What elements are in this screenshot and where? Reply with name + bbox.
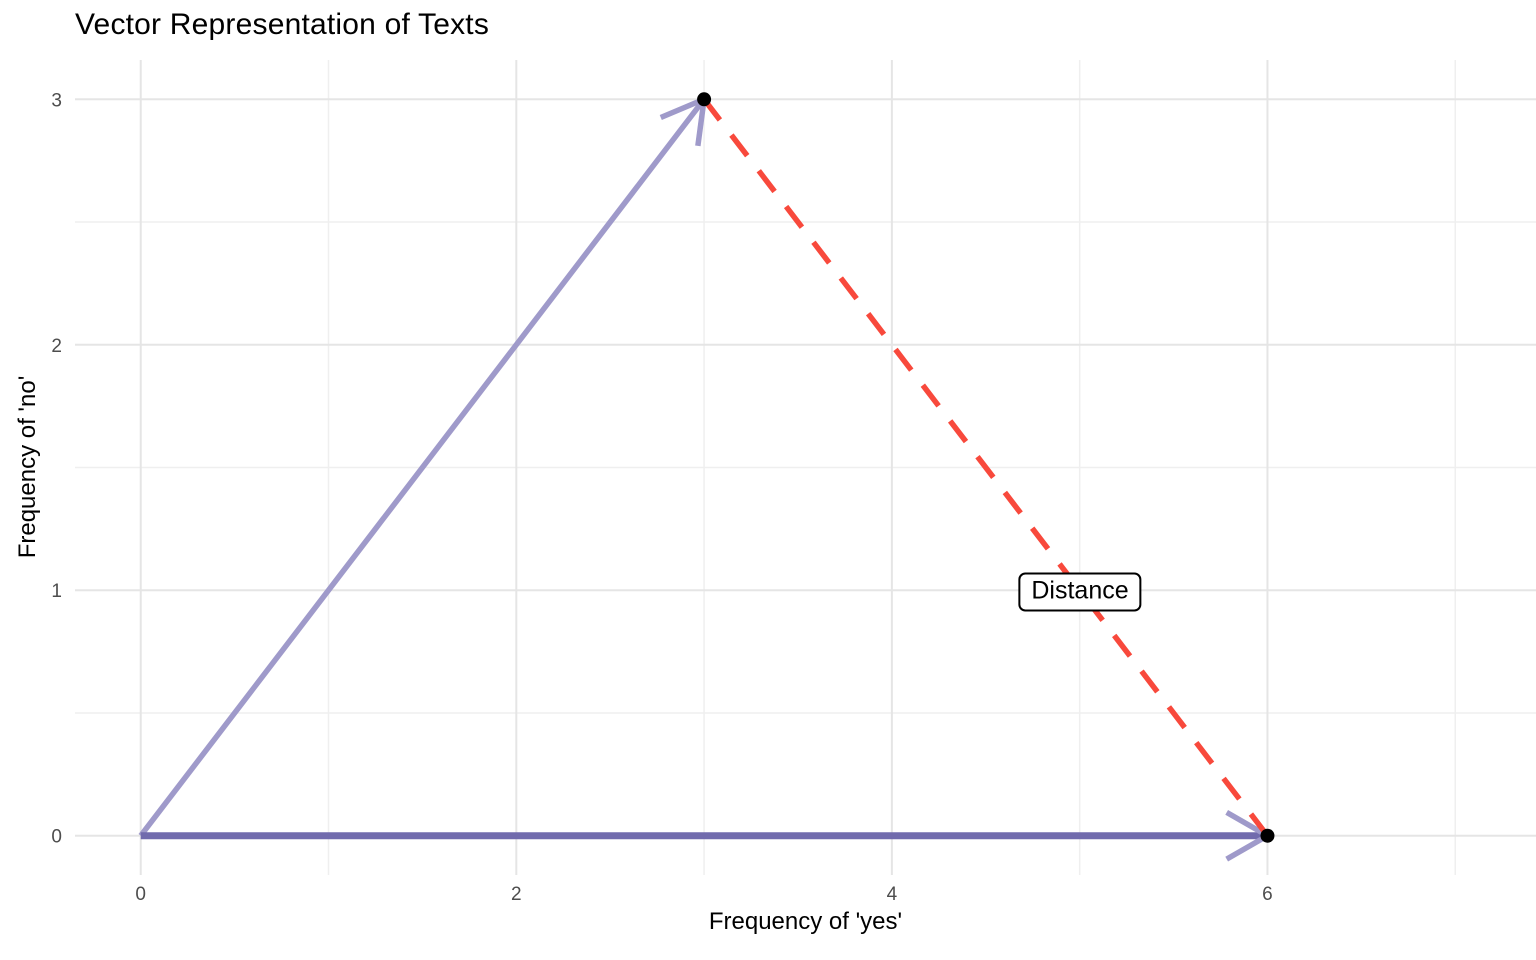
y-tick-label: 0	[51, 827, 62, 848]
text2-vector-arrowhead	[1225, 809, 1269, 839]
y-axis-title: Frequency of 'no'	[14, 375, 41, 559]
text1-vector-arrowhead	[695, 98, 707, 147]
text1-vector-arrowhead	[659, 96, 706, 121]
x-axis-title: Frequency of 'yes'	[708, 908, 903, 935]
text1-vector-shaft	[138, 97, 707, 838]
x-tick-label: 0	[135, 884, 146, 905]
distance-label: Distance	[1018, 572, 1142, 612]
chart-title: Vector Representation of Texts	[75, 8, 490, 41]
distance-line	[701, 97, 1270, 838]
data-point	[697, 92, 712, 107]
x-tick-label: 2	[511, 884, 522, 905]
y-tick-label: 1	[51, 581, 62, 602]
y-tick-label: 3	[51, 90, 62, 111]
data-point	[1260, 828, 1275, 843]
y-tick-label: 2	[51, 336, 62, 357]
text2-vector-arrowhead	[1225, 833, 1269, 862]
x-tick-label: 4	[887, 884, 898, 905]
x-tick-label: 6	[1262, 884, 1273, 905]
